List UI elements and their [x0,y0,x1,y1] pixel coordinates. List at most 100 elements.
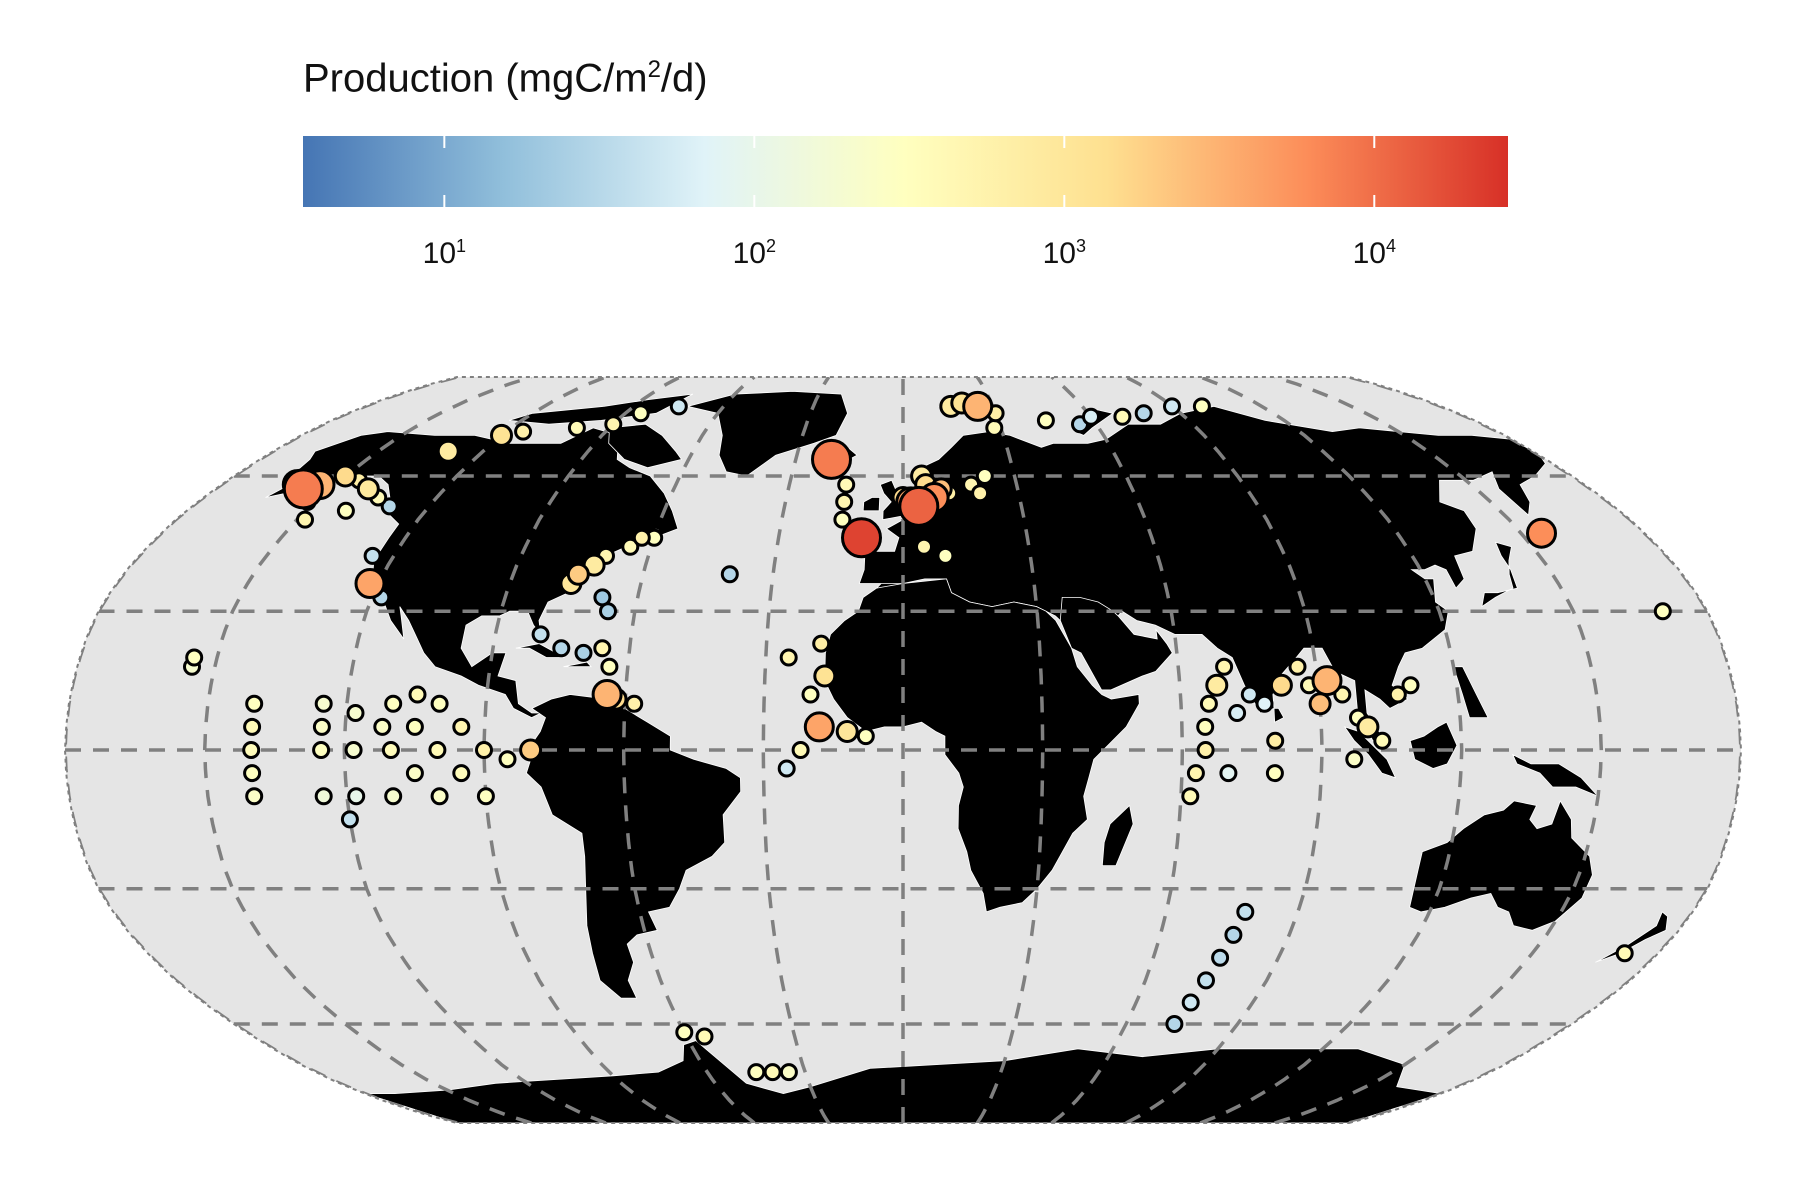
station-point [363,546,382,565]
station-point [552,639,571,658]
station-point [243,717,262,736]
station-point [314,787,333,806]
station-point [1288,657,1307,676]
station-point [779,648,798,667]
station-point [1373,731,1392,750]
station-point [1082,407,1100,426]
station-point [430,787,449,806]
station-point [312,717,331,736]
station-point [1113,407,1132,426]
land-arabia [1059,597,1173,691]
tick-label-exponent: 4 [1385,236,1396,256]
station-point [340,810,359,829]
map-border [63,376,1743,1124]
land-borneo [1409,721,1458,769]
station-point [841,517,882,559]
tick-label-exponent: 1 [456,236,467,256]
station-point [1196,741,1215,759]
station-point [1196,717,1215,736]
station-point [675,1023,694,1042]
station-point [1215,657,1234,676]
station-point [347,787,366,806]
station-point [813,664,837,688]
station-point [1192,397,1211,416]
color-scale-tick-label: 104 [1353,236,1396,271]
color-scale-tick-label: 103 [1043,236,1086,271]
station-point [898,485,940,527]
meridian-line [1050,377,1185,1123]
station-point [1199,694,1218,713]
station-point [747,1063,766,1082]
station-point [490,423,513,447]
station-point [621,537,640,556]
station-point [1311,665,1343,697]
station-point [599,602,617,621]
color-scale-ticks [443,136,1376,207]
station-point [405,717,424,736]
station-point [1615,944,1634,963]
legend-title: Production (mgC/m2/d) [303,56,708,101]
station-point [380,497,399,516]
tick-label-base: 10 [1352,237,1386,270]
station-point [1219,764,1238,783]
station-point [333,464,357,488]
station-point [835,720,859,743]
station-point [566,562,590,586]
station-point [604,415,623,434]
station-point [1228,704,1247,722]
station-point [1266,731,1285,750]
meridian-line [1274,377,1604,1123]
station-point [1181,993,1200,1012]
station-point [185,648,204,667]
station-point [1205,673,1229,697]
station-point [1236,902,1255,921]
meridian-line [342,377,607,1123]
station-point [408,685,427,704]
station-point [346,704,365,722]
station-point [1134,404,1153,423]
station-point [476,787,495,806]
station-point [475,741,493,759]
color-scale-tick-label: 101 [423,236,466,271]
station-point [1163,397,1181,416]
station-point [296,510,314,529]
meridian-line [761,377,831,1123]
station-point [1165,1015,1184,1033]
station-point [354,568,386,599]
station-point [405,764,424,783]
station-point [593,639,612,658]
station-point [1345,750,1364,769]
meridian-line [482,377,681,1123]
station-point [1308,692,1332,716]
station-point [669,397,688,416]
station-point [695,1027,714,1046]
legend-title-suffix: /d) [660,56,708,101]
legend-title-prefix: Production (mgC/m [303,56,648,101]
station-point [1265,764,1284,783]
station-point [971,484,990,503]
station-point [1401,676,1420,695]
meridian-line [975,377,1045,1123]
station-point [242,741,261,759]
station-point [312,741,331,759]
station-point [574,643,593,662]
station-point [777,759,796,778]
land-hispaniola [563,661,592,668]
station-point [791,741,810,759]
station-point [1036,411,1055,430]
station-point [531,625,550,644]
station-point [336,501,355,520]
meridian-line [1199,377,1464,1123]
station-point [245,694,264,713]
station-point [985,418,1004,437]
station-point [1224,925,1243,944]
station-point [936,546,955,565]
meridian-line [621,377,756,1123]
station-point [567,418,586,437]
station-point [803,711,835,743]
station-point [1240,685,1259,704]
station-point [514,422,533,441]
station-point [430,694,449,713]
station-point [856,727,875,746]
